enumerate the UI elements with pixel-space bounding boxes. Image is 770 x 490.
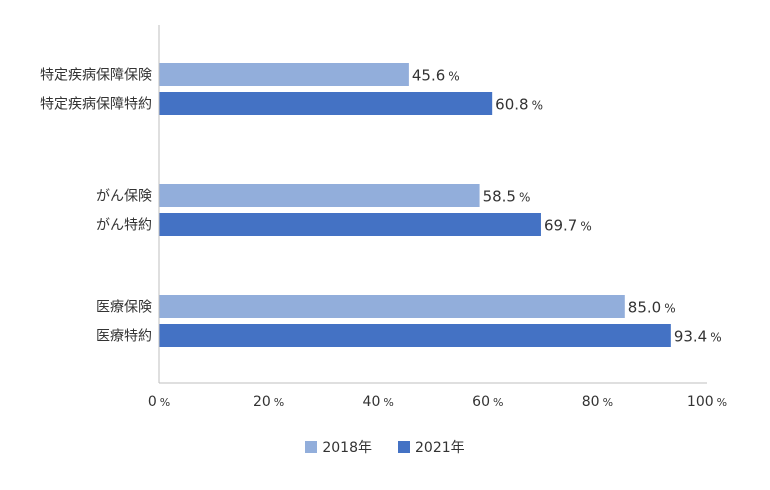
legend-label-2021: 2021年 [415,440,465,456]
data-label: 58.5% [483,188,531,206]
data-label: 69.7% [544,217,592,235]
legend-item-2018: 2018年 [305,437,372,457]
legend: 2018年 2021年 [0,437,770,457]
category-label: 医療保険 [96,299,152,316]
bar-2021 [159,324,671,347]
bar-2018 [159,63,409,86]
bar-2018 [159,184,480,207]
x-tick-label: 100% [687,394,727,410]
bar-2021 [159,92,493,115]
category-label: がん保険 [96,189,152,205]
category-label: 医療特約 [96,328,152,345]
category-label: 特定疾病保障保険 [40,68,152,84]
x-tick-label: 0% [148,394,170,410]
x-tick-label: 60% [472,394,503,410]
value-labels: 45.6 % 60.8 % 58.5 % 69.7 % 85.0 % 93.4% [412,67,722,346]
data-label: 85.0% [628,299,676,317]
category-label: 特定疾病保障特約 [40,97,152,113]
category-label: がん特約 [96,218,152,234]
x-tick-label: 40% [363,394,394,410]
bar-2021 [159,213,541,236]
legend-swatch-2021 [398,441,410,453]
data-label: 93.4% [674,328,722,346]
bars-group [159,63,671,347]
legend-label-2018: 2018年 [322,440,372,456]
x-tick-label: 20% [253,394,284,410]
bar-2018 [159,295,625,318]
legend-item-2021: 2021年 [398,437,465,457]
data-label: 45.6% [412,67,460,85]
data-label: 60.8% [495,96,543,114]
x-tick-label: 80% [582,394,613,410]
legend-swatch-2018 [305,441,318,453]
x-tick-labels: 0% 20% 40% 60% 80% 100% [148,394,727,410]
